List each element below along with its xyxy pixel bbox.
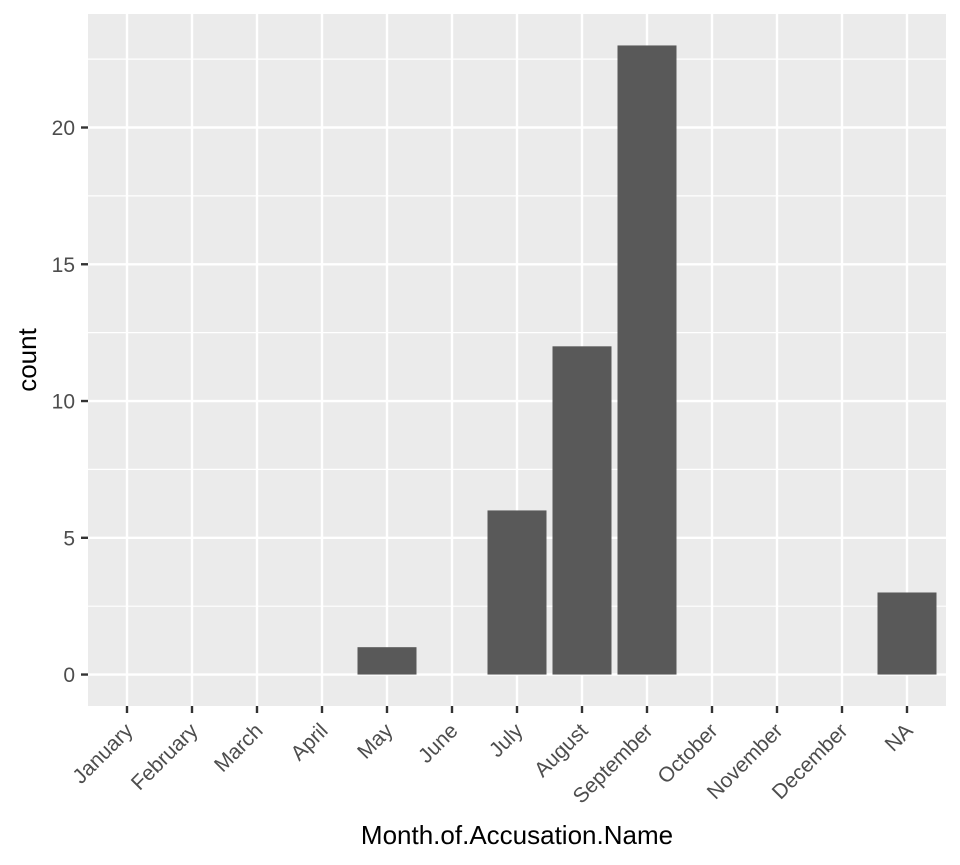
y-tick-label: 10 (52, 391, 75, 414)
y-tick-label: 20 (52, 117, 75, 140)
x-tick-label: NA (881, 719, 918, 756)
bar-na (877, 592, 937, 675)
x-tick-label: March (210, 719, 268, 777)
bar-august (552, 346, 612, 675)
bar-september (617, 45, 677, 675)
y-tick-label: 15 (52, 254, 75, 277)
y-tick-label: 5 (63, 527, 75, 550)
bar-may (357, 647, 417, 675)
y-tick-label: 0 (63, 664, 75, 687)
x-tick-label: April (287, 719, 333, 765)
x-tick-label: June (414, 719, 462, 767)
bar-july (487, 510, 547, 675)
x-axis-title: Month.of.Accusation.Name (361, 820, 673, 850)
x-tick-label: February (127, 719, 203, 795)
x-tick-label: August (530, 719, 593, 782)
x-tick-label: May (353, 719, 398, 764)
x-tick-label: July (485, 719, 528, 762)
y-axis: 0 5 10 15 20 (52, 117, 88, 687)
bars (357, 45, 937, 675)
y-axis-title: count (12, 327, 42, 391)
